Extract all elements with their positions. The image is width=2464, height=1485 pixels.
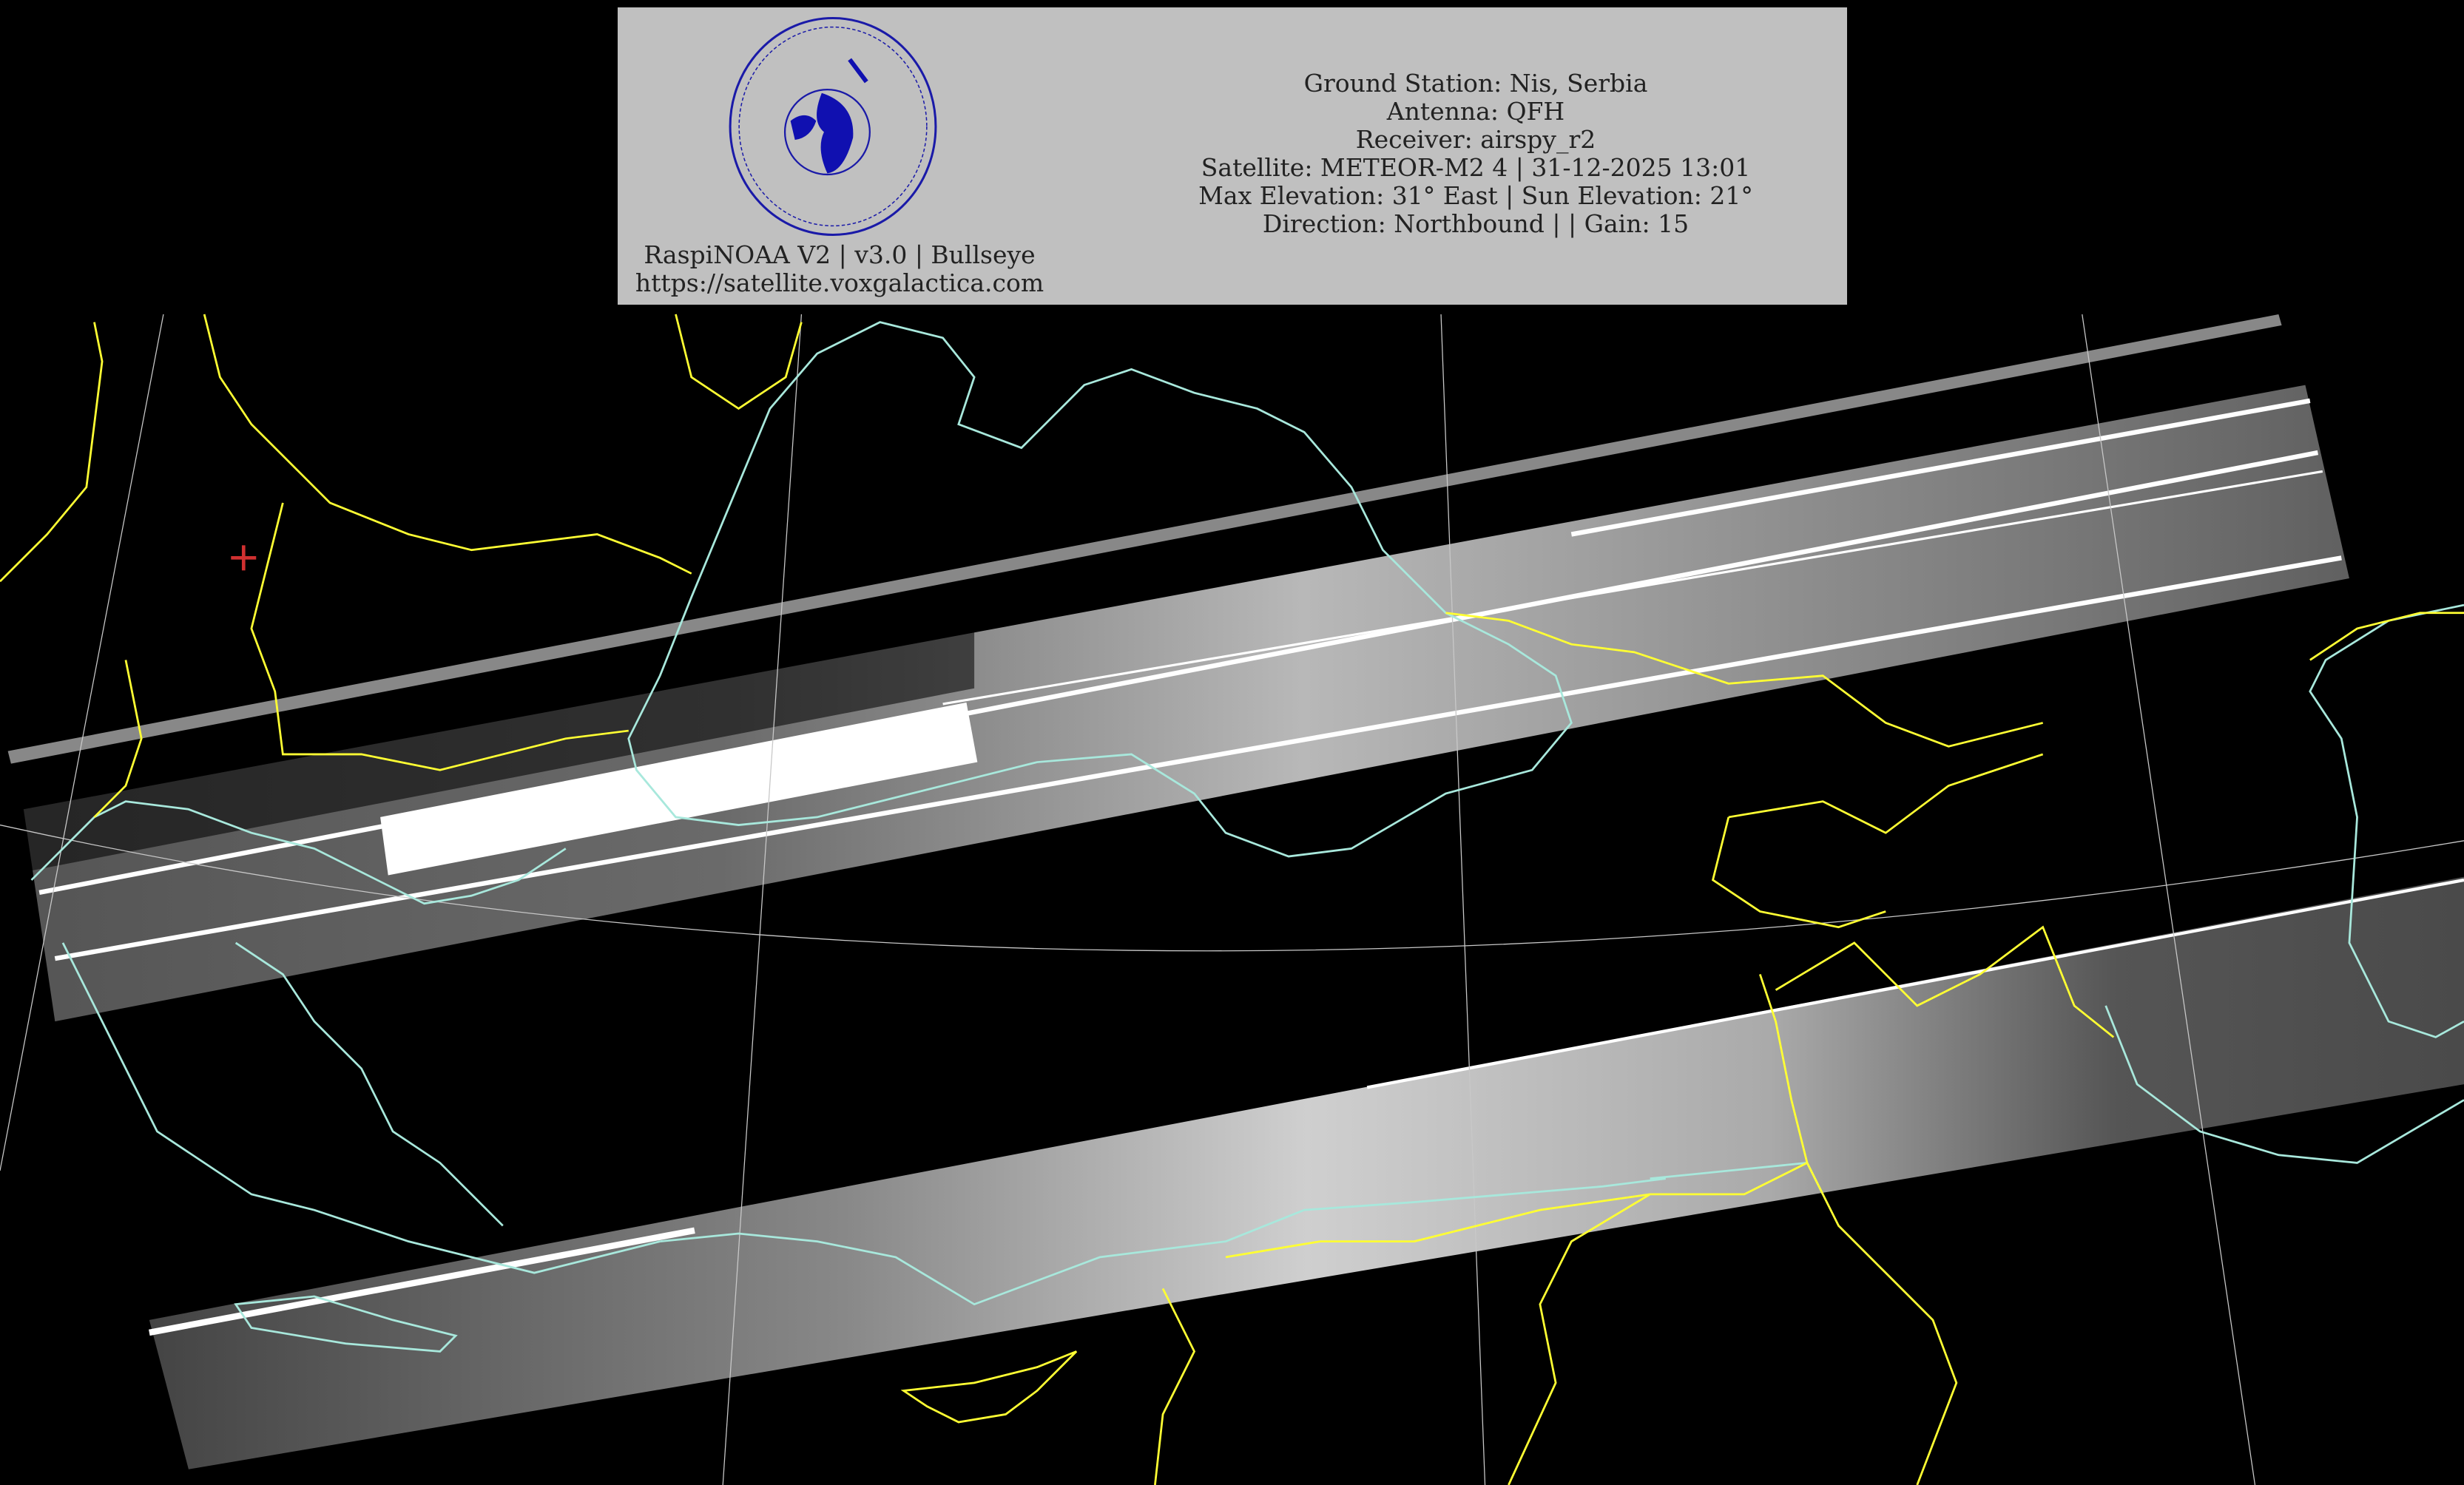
image-noise-lines (38, 398, 2342, 961)
logo-seal (729, 17, 937, 236)
pass-info-header: RaspiNOAA V2 | v3.0 | Bullseye https://s… (618, 7, 1847, 305)
elevation: Max Elevation: 31° East | Sun Elevation:… (1198, 181, 1753, 210)
satellite-datetime: Satellite: METEOR-M2 4 | 31-12-2025 13:0… (1201, 153, 1751, 182)
ground-station: Ground Station: Nis, Serbia (1303, 69, 1648, 98)
cyprus-island (900, 1350, 1078, 1424)
receiver: Receiver: airspy_r2 (1355, 125, 1596, 154)
image-noise-line (1366, 878, 2464, 1089)
image-swath-thin-strip (7, 314, 2282, 764)
pass-info: Ground Station: Nis, Serbia Antenna: QFH… (1106, 70, 1846, 238)
ground-station-plus-icon (231, 545, 257, 571)
image-gap (23, 589, 975, 873)
satellite-icon (848, 58, 868, 84)
website-link[interactable]: https://satellite.voxgalactica.com (635, 268, 1044, 297)
image-white-block (380, 702, 978, 876)
coastlines (30, 321, 2464, 1353)
country-borders (0, 314, 2464, 1485)
image-swath-upper (23, 385, 2349, 1022)
image-noise-line (149, 1227, 695, 1336)
direction-gain: Direction: Northbound | | Gain: 15 (1262, 209, 1690, 238)
globe-icon (783, 89, 871, 176)
software-version: RaspiNOAA V2 | v3.0 | Bullseye (644, 240, 1036, 269)
antenna: Antenna: QFH (1386, 97, 1565, 126)
graticule (0, 314, 2464, 1485)
image-swath-lower (149, 876, 2464, 1469)
